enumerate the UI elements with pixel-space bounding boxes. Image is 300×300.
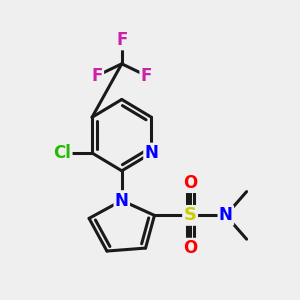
Text: O: O xyxy=(183,174,197,192)
Text: N: N xyxy=(219,206,233,224)
Text: F: F xyxy=(92,67,103,85)
Text: N: N xyxy=(145,144,158,162)
Text: Cl: Cl xyxy=(53,144,71,162)
Text: F: F xyxy=(116,31,128,49)
Text: S: S xyxy=(184,206,196,224)
Text: O: O xyxy=(183,239,197,257)
Text: F: F xyxy=(141,67,152,85)
Text: N: N xyxy=(115,191,129,209)
